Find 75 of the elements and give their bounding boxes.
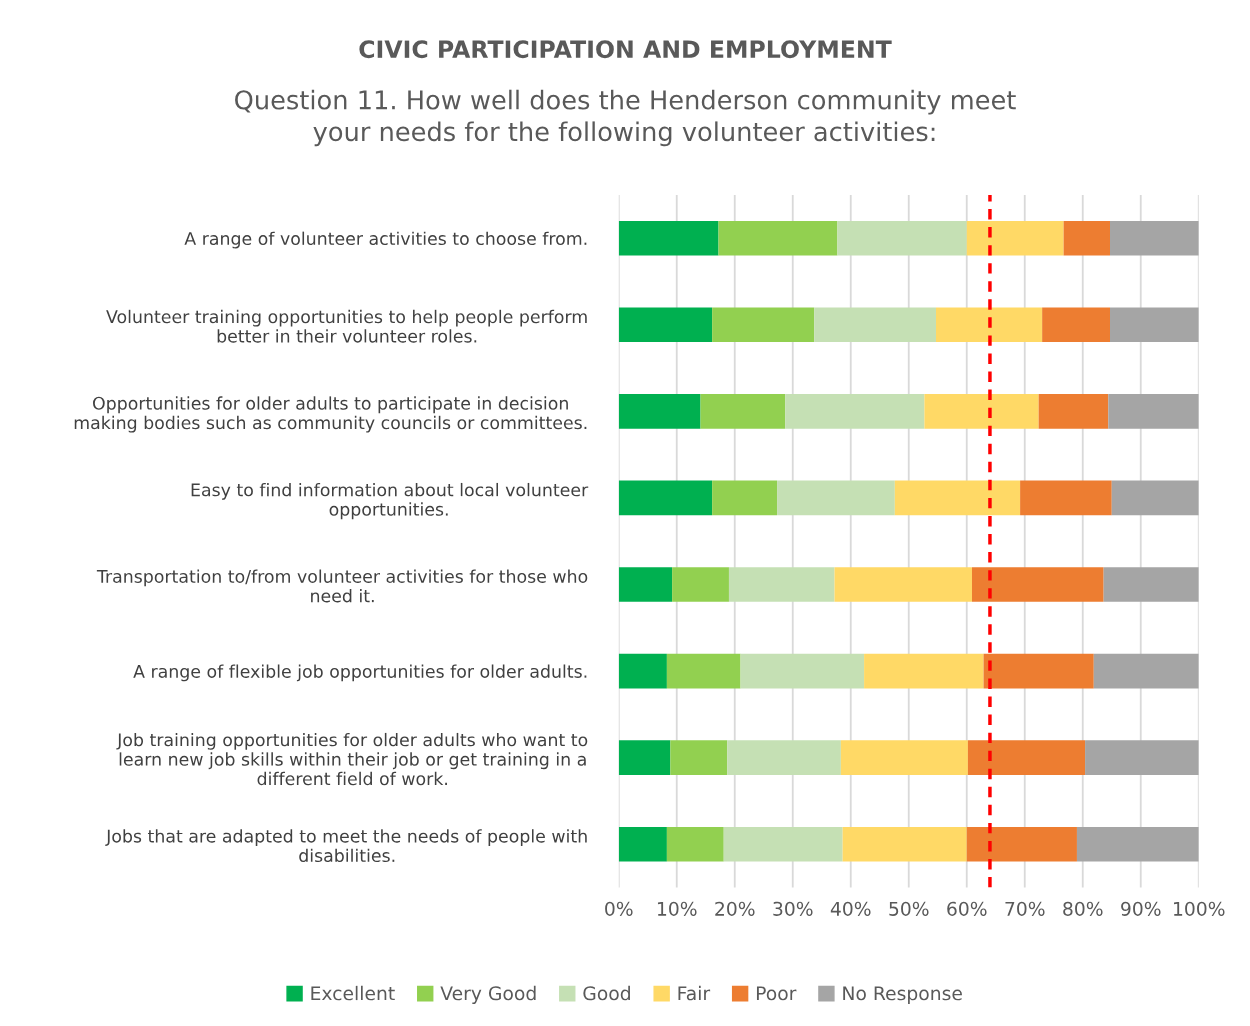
bar bbox=[983, 653, 1094, 689]
bar bbox=[618, 480, 713, 516]
bar bbox=[1110, 220, 1199, 256]
bar bbox=[1111, 480, 1199, 516]
x-tick-label: 100% bbox=[1174, 901, 1225, 916]
y-tick-label: Easy to find information about local volunteer opportunities. bbox=[191, 482, 589, 520]
x-tick-label: 60% bbox=[947, 901, 987, 916]
bar bbox=[837, 220, 967, 256]
bar bbox=[842, 826, 967, 862]
legend-label: Very Good bbox=[440, 985, 536, 1004]
x-tick-label: 40% bbox=[830, 901, 871, 916]
bar bbox=[740, 653, 865, 689]
bar bbox=[618, 567, 673, 602]
bar bbox=[967, 740, 1086, 775]
x-tick-label: 50% bbox=[889, 901, 929, 916]
y-tick-label: Opportunities for older adults to participate in decision making bodies such as community councils or committees. bbox=[74, 396, 587, 433]
bar bbox=[840, 740, 968, 775]
bar bbox=[924, 394, 1039, 429]
chart-subtitle: Question 11. How well does the Henderson community meet your needs for the following volunteer activities: bbox=[235, 89, 1016, 147]
x-tick-label: 70% bbox=[1005, 901, 1045, 916]
x-tick-label: 10% bbox=[657, 901, 697, 916]
bar bbox=[727, 740, 841, 775]
bar bbox=[712, 307, 815, 343]
bar bbox=[966, 826, 1077, 862]
bar bbox=[1020, 480, 1112, 516]
legend-label: Excellent bbox=[311, 985, 395, 1001]
legend-label: Fair bbox=[678, 985, 711, 1001]
bar bbox=[723, 826, 843, 862]
bar bbox=[864, 653, 984, 689]
bar bbox=[670, 740, 728, 775]
bar bbox=[1085, 740, 1199, 775]
bar bbox=[777, 480, 895, 516]
bar bbox=[618, 826, 667, 862]
x-tick-label: 20% bbox=[715, 901, 755, 916]
y-tick-label: A range of volunteer activities to choose from. bbox=[184, 231, 587, 249]
y-tick-label: Jobs that are adapted to meet the needs of people with disabilities. bbox=[105, 829, 587, 863]
legend-label: Good bbox=[583, 985, 630, 1001]
bar bbox=[1038, 394, 1109, 429]
bar bbox=[672, 567, 729, 602]
y-tick-label: Volunteer training opportunities to help people perform better in their volunteer roles. bbox=[106, 309, 587, 343]
bar bbox=[728, 567, 835, 602]
chart-title: CIVIC PARTICIPATION AND EMPLOYMENT bbox=[359, 40, 892, 59]
x-tick-label: 90% bbox=[1121, 901, 1161, 916]
bar bbox=[718, 220, 838, 256]
bar bbox=[1108, 394, 1199, 429]
bar bbox=[1093, 653, 1199, 689]
bar bbox=[1076, 826, 1199, 862]
bar bbox=[666, 653, 741, 689]
bar bbox=[700, 394, 786, 429]
bar bbox=[1110, 307, 1199, 343]
bar bbox=[971, 567, 1104, 602]
y-tick-label: A range of flexible job opportunities for older adults. bbox=[133, 664, 587, 682]
x-tick-label: 80% bbox=[1063, 901, 1103, 916]
bar bbox=[936, 307, 1043, 343]
bar bbox=[618, 394, 701, 429]
bar bbox=[712, 480, 778, 516]
x-tick-label: 30% bbox=[773, 901, 813, 916]
bar bbox=[785, 394, 925, 429]
bar bbox=[1042, 307, 1111, 343]
bar bbox=[1063, 220, 1111, 256]
legend-label: Poor bbox=[756, 986, 797, 1001]
bar bbox=[618, 740, 671, 775]
bar bbox=[618, 220, 719, 256]
bar bbox=[834, 567, 972, 602]
bar bbox=[894, 480, 1021, 516]
bar bbox=[966, 220, 1064, 256]
bar bbox=[618, 653, 667, 689]
legend-label: No Response bbox=[843, 986, 962, 1004]
bar bbox=[814, 307, 937, 343]
bar bbox=[618, 307, 713, 343]
bar bbox=[1103, 567, 1199, 602]
y-tick-label: Job training opportunities for older adults who want to learn new job skills within their job or get training in a different field of work. bbox=[116, 732, 588, 786]
bar bbox=[666, 826, 724, 862]
x-tick-label: 0% bbox=[605, 901, 633, 916]
y-tick-label: Transportation to/from volunteer activities for those who need it. bbox=[96, 569, 588, 603]
